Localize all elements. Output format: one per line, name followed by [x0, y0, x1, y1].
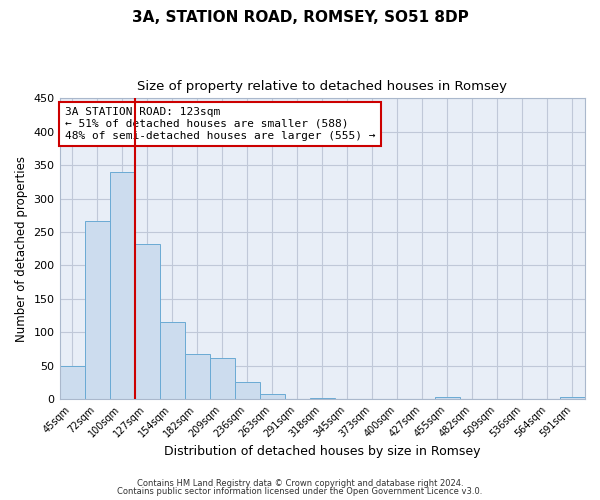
Text: Contains HM Land Registry data © Crown copyright and database right 2024.: Contains HM Land Registry data © Crown c…	[137, 478, 463, 488]
Bar	[235, 382, 260, 399]
Y-axis label: Number of detached properties: Number of detached properties	[15, 156, 28, 342]
Bar	[59, 366, 85, 399]
Text: Contains public sector information licensed under the Open Government Licence v3: Contains public sector information licen…	[118, 487, 482, 496]
Title: Size of property relative to detached houses in Romsey: Size of property relative to detached ho…	[137, 80, 507, 93]
Bar	[209, 358, 235, 399]
Bar	[185, 354, 209, 399]
Bar	[85, 220, 110, 399]
Text: 3A STATION ROAD: 123sqm
← 51% of detached houses are smaller (588)
48% of semi-d: 3A STATION ROAD: 123sqm ← 51% of detache…	[65, 108, 375, 140]
X-axis label: Distribution of detached houses by size in Romsey: Distribution of detached houses by size …	[164, 444, 481, 458]
Bar	[435, 397, 460, 399]
Text: 3A, STATION ROAD, ROMSEY, SO51 8DP: 3A, STATION ROAD, ROMSEY, SO51 8DP	[131, 10, 469, 25]
Bar	[260, 394, 285, 399]
Bar	[134, 244, 160, 399]
Bar	[310, 398, 335, 399]
Bar	[160, 322, 185, 399]
Bar	[560, 397, 585, 399]
Bar	[110, 172, 134, 399]
